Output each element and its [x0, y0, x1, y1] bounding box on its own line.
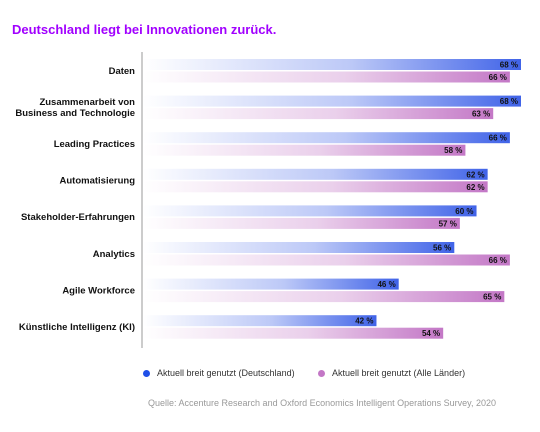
data-label: 46 % [377, 280, 395, 289]
data-label: 60 % [455, 207, 473, 216]
legend-label: Aktuell breit genutzt (Deutschland) [157, 368, 295, 378]
data-label: 62 % [466, 170, 484, 179]
bar [143, 168, 488, 180]
category-label-line: Stakeholder-Erfahrungen [21, 212, 135, 223]
bar [143, 59, 521, 70]
category-label: Leading Practices [54, 139, 135, 150]
data-label: 68 % [500, 97, 518, 106]
bar [143, 108, 494, 120]
legend-label: Aktuell breit genutzt (Alle Länder) [332, 368, 466, 378]
data-label: 68 % [500, 61, 518, 70]
data-label: 54 % [422, 329, 440, 338]
legend-dot-icon [143, 369, 150, 377]
data-label: 66 % [489, 256, 507, 265]
bar [143, 181, 488, 193]
data-label: 57 % [439, 219, 457, 228]
data-label: 56 % [433, 244, 451, 253]
category-label-line: Künstliche Intelligenz (KI) [19, 322, 135, 333]
category-label: Analytics [93, 249, 135, 260]
data-label: 42 % [355, 317, 373, 326]
category-label: Stakeholder-Erfahrungen [21, 212, 135, 223]
category-label-line: Automatisierung [60, 176, 136, 187]
category-label-line: Analytics [93, 249, 135, 260]
bar [143, 71, 510, 83]
bar [143, 205, 477, 217]
bar [143, 315, 377, 327]
data-label: 66 % [489, 134, 507, 143]
bar [143, 254, 510, 266]
bar [143, 278, 399, 290]
category-label-line: Business and Technologie [15, 108, 135, 119]
bar [143, 327, 444, 339]
category-label: Automatisierung [60, 176, 136, 187]
data-label: 66 % [489, 73, 507, 82]
category-label-line: Leading Practices [54, 139, 135, 150]
bar [143, 95, 521, 107]
bar [143, 132, 510, 144]
category-label-line: Agile Workforce [62, 285, 135, 296]
chart-title: Deutschland liegt bei Innovationen zurüc… [12, 22, 277, 37]
legend-item-deutschland: Aktuell breit genutzt (Deutschland) [143, 368, 295, 378]
bar [143, 291, 505, 303]
category-label: Agile Workforce [62, 285, 135, 296]
data-label: 63 % [472, 110, 490, 119]
bar [143, 144, 466, 156]
data-label: 58 % [444, 146, 462, 155]
bar [143, 217, 460, 229]
legend-item-alle-laender: Aktuell breit genutzt (Alle Länder) [318, 368, 465, 378]
category-label: Daten [109, 66, 136, 77]
source-note: Quelle: Accenture Research and Oxford Ec… [148, 398, 497, 408]
bar [143, 242, 455, 253]
data-label: 62 % [466, 183, 484, 192]
category-label: Künstliche Intelligenz (KI) [19, 322, 135, 333]
category-label: Zusammenarbeit von Business and Technolog… [15, 97, 135, 119]
category-label-line: Zusammenarbeit von [39, 97, 135, 108]
bar-chart: Daten 68 % 66 % Zusammenarbeit von Business … [15, 52, 521, 348]
category-label-line: Daten [109, 66, 136, 77]
legend-dot-icon [318, 369, 325, 377]
data-label: 65 % [483, 293, 501, 302]
